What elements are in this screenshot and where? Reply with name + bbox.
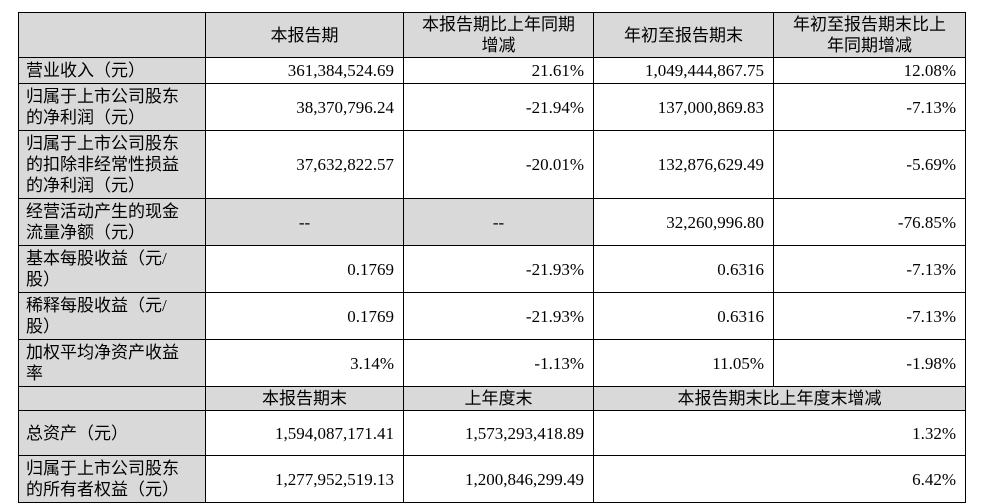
header-empty-cell — [18, 12, 206, 58]
table-row-revenue: 营业收入（元） 361,384,524.69 21.61% 1,049,444,… — [18, 57, 966, 84]
cell-value: 361,384,524.69 — [205, 57, 404, 84]
row-label: 加权平均净资产收益 率 — [18, 339, 206, 387]
cell-value: 1,277,952,519.13 — [205, 455, 404, 503]
row-label: 归属于上市公司股东 的所有者权益（元） — [18, 455, 206, 503]
header-current-period-yoy-change: 本报告期比上年同期 增减 — [403, 12, 594, 58]
cell-value: -21.93% — [403, 245, 594, 293]
table-row-diluted-eps: 稀释每股收益（元/ 股） 0.1769 -21.93% 0.6316 -7.13… — [18, 292, 966, 340]
cell-value: 11.05% — [593, 339, 774, 387]
cell-value: -20.01% — [403, 130, 594, 199]
cell-value: 0.1769 — [205, 245, 404, 293]
cell-value: 12.08% — [773, 57, 966, 84]
cell-value: 0.6316 — [593, 245, 774, 293]
table-row-total-assets: 总资产（元） 1,594,087,171.41 1,573,293,418.89… — [18, 410, 966, 456]
cell-value: -7.13% — [773, 245, 966, 293]
cell-value: 1.32% — [593, 410, 966, 456]
header-current-period: 本报告期 — [205, 12, 404, 58]
header-ytd: 年初至报告期末 — [593, 12, 774, 58]
table-row-net-profit-excl-nonrecurring: 归属于上市公司股东 的扣除非经常性损益 的净利润（元） 37,632,822.5… — [18, 130, 966, 199]
financial-summary-section: 本报告期 本报告期比上年同期 增减 年初至报告期末 年初至报告期末比上 年同期增… — [18, 12, 966, 503]
cell-value: 1,049,444,867.75 — [593, 57, 774, 84]
cell-value: 0.6316 — [593, 292, 774, 340]
cell-value: 137,000,869.83 — [593, 83, 774, 131]
cell-value: -5.69% — [773, 130, 966, 199]
cell-value-na: -- — [403, 198, 594, 246]
cell-value: -1.98% — [773, 339, 966, 387]
table-row-basic-eps: 基本每股收益（元/ 股） 0.1769 -21.93% 0.6316 -7.13… — [18, 245, 966, 293]
header-end-of-period: 本报告期末 — [205, 386, 404, 411]
cell-value: -21.93% — [403, 292, 594, 340]
cell-value: 32,260,996.80 — [593, 198, 774, 246]
table-row-operating-cash-flow: 经营活动产生的现金 流量净额（元） -- -- 32,260,996.80 -7… — [18, 198, 966, 246]
cell-value: -7.13% — [773, 292, 966, 340]
table-row-weighted-avg-roe: 加权平均净资产收益 率 3.14% -1.13% 11.05% -1.98% — [18, 339, 966, 387]
cell-value: -1.13% — [403, 339, 594, 387]
table-header-row-period: 本报告期 本报告期比上年同期 增减 年初至报告期末 年初至报告期末比上 年同期增… — [18, 12, 966, 58]
row-label: 归属于上市公司股东 的净利润（元） — [18, 83, 206, 131]
cell-value: 3.14% — [205, 339, 404, 387]
cell-value: -7.13% — [773, 83, 966, 131]
row-label: 归属于上市公司股东 的扣除非经常性损益 的净利润（元） — [18, 130, 206, 199]
header-empty-cell — [18, 386, 206, 411]
cell-value: 37,632,822.57 — [205, 130, 404, 199]
table-row-owners-equity: 归属于上市公司股东 的所有者权益（元） 1,277,952,519.13 1,2… — [18, 455, 966, 503]
table-header-row-period-end: 本报告期末 上年度末 本报告期末比上年度末增减 — [18, 386, 966, 411]
row-label: 营业收入（元） — [18, 57, 206, 84]
cell-value: 6.42% — [593, 455, 966, 503]
cell-value: 1,573,293,418.89 — [403, 410, 594, 456]
row-label: 总资产（元） — [18, 410, 206, 456]
header-period-end-vs-prior-year-change: 本报告期末比上年度末增减 — [593, 386, 966, 411]
cell-value: 0.1769 — [205, 292, 404, 340]
cell-value: -76.85% — [773, 198, 966, 246]
header-end-of-prior-year: 上年度末 — [403, 386, 594, 411]
financial-summary-table: 本报告期 本报告期比上年同期 增减 年初至报告期末 年初至报告期末比上 年同期增… — [18, 12, 966, 503]
cell-value: 38,370,796.24 — [205, 83, 404, 131]
header-ytd-yoy-change: 年初至报告期末比上 年同期增减 — [773, 12, 966, 58]
row-label: 经营活动产生的现金 流量净额（元） — [18, 198, 206, 246]
cell-value: 21.61% — [403, 57, 594, 84]
cell-value: 132,876,629.49 — [593, 130, 774, 199]
row-label: 稀释每股收益（元/ 股） — [18, 292, 206, 340]
table-row-net-profit: 归属于上市公司股东 的净利润（元） 38,370,796.24 -21.94% … — [18, 83, 966, 131]
cell-value: -21.94% — [403, 83, 594, 131]
row-label: 基本每股收益（元/ 股） — [18, 245, 206, 293]
cell-value-na: -- — [205, 198, 404, 246]
cell-value: 1,594,087,171.41 — [205, 410, 404, 456]
cell-value: 1,200,846,299.49 — [403, 455, 594, 503]
